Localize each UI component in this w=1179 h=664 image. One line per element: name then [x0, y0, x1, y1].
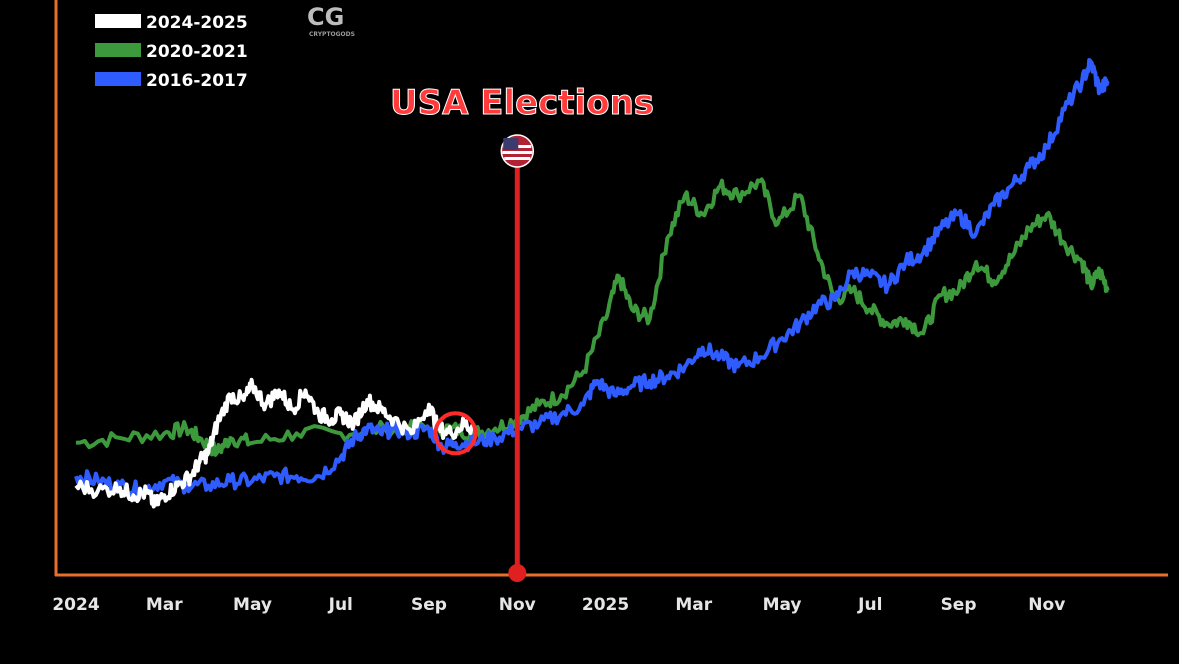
x-tick-label: Sep: [411, 595, 447, 615]
x-tick-label: Jul: [857, 595, 882, 615]
x-tick-label: May: [233, 595, 272, 615]
legend-item-2016-2017: 2016-2017: [95, 71, 248, 91]
x-tick-label: Sep: [941, 595, 977, 615]
x-tick-label: Jul: [328, 595, 353, 615]
x-tick-labels: 2024 Mar May Jul Sep Nov 2025 Mar May Jul Sep Nov: [52, 595, 1065, 615]
x-tick-label: Mar: [675, 595, 712, 615]
series-line-2016-2017: [74, 58, 1110, 500]
series-layer: [74, 58, 1110, 509]
legend-label: 2016-2017: [146, 71, 248, 91]
cryptogods-logo: CG CRYPTOGODS: [307, 3, 355, 38]
legend-label: 2024-2025: [146, 13, 248, 33]
legend-label: 2020-2021: [146, 42, 248, 62]
legend-item-2020-2021: 2020-2021: [95, 42, 248, 62]
election-marker: [500, 134, 535, 582]
x-tick-label: May: [763, 595, 802, 615]
series-line-2020-2021: [75, 177, 1110, 457]
x-tick-label: 2024: [52, 595, 99, 615]
event-title: USA Elections: [390, 83, 654, 123]
legend-swatch: [95, 14, 141, 28]
legend: 2024-2025 2020-2021 2016-2017: [95, 13, 248, 91]
x-tick-label: 2025: [582, 595, 629, 615]
x-tick-label: Nov: [499, 595, 536, 615]
logo-mark: CG: [307, 3, 344, 31]
legend-item-2024-2025: 2024-2025: [95, 13, 248, 33]
series-line-2024-2025: [74, 377, 476, 509]
highlight-circle: [433, 411, 478, 456]
x-tick-label: Mar: [146, 595, 183, 615]
x-tick-label: Nov: [1028, 595, 1065, 615]
election-dot: [508, 564, 527, 582]
legend-swatch: [95, 43, 141, 57]
logo-text: CRYPTOGODS: [309, 31, 355, 38]
legend-swatch: [95, 72, 141, 86]
us-flag-icon: [500, 134, 535, 168]
